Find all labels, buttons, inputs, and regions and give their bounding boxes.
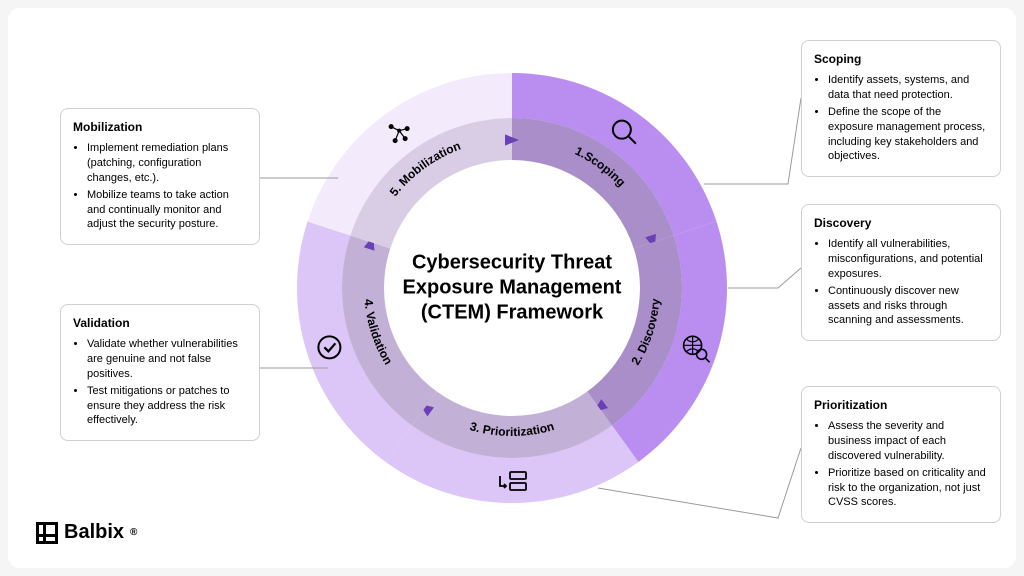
card-prioritization: Prioritization Assess the severity and bu… [801,386,1001,523]
card-bullets: Assess the severity and business impact … [814,419,988,510]
card-bullet: Implement remediation plans (patching, c… [87,141,247,186]
center-title: Cybersecurity Threat Exposure Management… [382,251,642,326]
brand-name: Balbix [64,521,124,544]
card-bullets: Identify assets, systems, and data that … [814,73,988,164]
card-bullet: Identify all vulnerabilities, misconfigu… [828,237,988,282]
canvas: 1.Scoping2. Discovery3. Prioritization4.… [8,8,1016,568]
card-validation: Validation Validate whether vulnerabiliti… [60,304,260,441]
connector-line [704,98,801,184]
card-title: Mobilization [73,119,247,135]
card-bullet: Prioritize based on criticality and risk… [828,466,988,511]
card-bullets: Implement remediation plans (patching, c… [73,141,247,232]
connector-line [728,268,801,288]
card-bullets: Identify all vulnerabilities, misconfigu… [814,237,988,328]
card-bullet: Mobilize teams to take action and contin… [87,188,247,233]
brand-logo-mark [36,522,58,544]
card-bullets: Validate whether vulnerabilities are gen… [73,337,247,428]
card-bullet: Define the scope of the exposure managem… [828,105,988,164]
card-discovery: Discovery Identify all vulnerabilities, m… [801,204,1001,341]
card-bullet: Identify assets, systems, and data that … [828,73,988,103]
card-scoping: Scoping Identify assets, systems, and dat… [801,40,1001,177]
connector-line [598,448,801,518]
card-title: Discovery [814,215,988,231]
card-bullet: Test mitigations or patches to ensure th… [87,384,247,429]
card-bullet: Validate whether vulnerabilities are gen… [87,337,247,382]
brand-reg: ® [130,527,137,538]
card-bullet: Assess the severity and business impact … [828,419,988,464]
card-mobilization: Mobilization Implement remediation plans … [60,108,260,245]
brand-logo: Balbix ® [36,521,137,544]
card-bullet: Continuously discover new assets and ris… [828,284,988,329]
card-title: Validation [73,315,247,331]
card-title: Scoping [814,51,988,67]
card-title: Prioritization [814,397,988,413]
